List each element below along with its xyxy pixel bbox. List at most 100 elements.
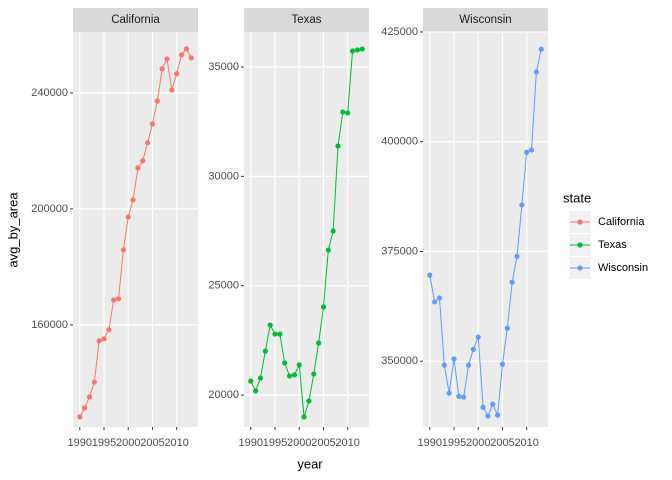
point [257,375,264,381]
point [125,214,131,220]
point [480,404,486,410]
y-tick-label: 30000 [208,170,239,182]
x-tick-label: 1990 [239,437,263,449]
point [91,379,97,385]
point [262,348,268,354]
y-tick-label: 160000 [31,319,68,331]
y-tick-label: 20000 [208,389,239,401]
point [475,334,481,340]
legend-label: California [598,216,645,228]
legend-point [577,219,583,225]
point [325,247,331,253]
series-line [429,49,542,418]
point [183,46,189,52]
x-tick-label: 2000 [116,437,140,449]
point [441,362,447,368]
point [427,272,433,278]
x-tick-label: 2010 [164,437,188,449]
point [164,56,170,62]
x-tick-label: 2000 [287,437,311,449]
x-tick-label: 2005 [311,437,335,449]
point [77,414,83,420]
y-tick-label: 350000 [381,355,418,367]
y-tick-label: 200000 [31,203,68,215]
point [145,140,151,146]
x-tick-label: 2005 [490,437,514,449]
panel-background [423,32,548,427]
strip-label: Wisconsin [459,14,511,26]
point [135,165,141,171]
series-line [79,47,192,418]
point [335,143,341,149]
point [301,414,307,420]
point [514,253,520,259]
x-axis-label: year [297,456,323,471]
point [320,304,327,310]
point [115,296,122,302]
point [470,346,476,352]
point [272,331,278,337]
point [519,202,525,208]
point [499,361,506,367]
point [174,71,180,77]
y-axis-label: avg_by_area [5,192,20,268]
point [436,295,443,301]
strip [244,8,369,32]
point [178,52,185,58]
point [345,110,351,116]
x-tick-label: 2010 [335,437,359,449]
point [311,371,317,377]
point [451,356,457,362]
point [485,413,491,419]
point [188,55,194,61]
strip [73,8,198,32]
point [282,360,288,366]
legend-title: state [563,190,591,205]
x-tick-label: 1990 [68,437,92,449]
legend-point [577,242,583,248]
panel-background [73,32,198,427]
point [169,87,175,93]
point [159,66,165,72]
point [149,121,156,127]
point [528,147,535,153]
point [96,338,102,344]
point [509,279,515,285]
point [296,362,302,368]
point [340,109,346,115]
point [86,394,93,400]
legend-label: Wisconsin [598,262,648,274]
strip [423,8,548,32]
point [82,405,88,411]
point [316,340,322,346]
point [465,362,472,368]
point [432,299,438,305]
point [111,297,117,303]
y-tick-label: 25000 [208,280,239,292]
point [359,46,365,52]
point [349,48,356,54]
y-tick-label: 240000 [31,87,68,99]
point [504,325,510,331]
y-tick-label: 35000 [208,61,239,73]
point [538,46,544,52]
x-tick-label: 2010 [514,437,538,449]
point [267,322,273,328]
point [291,372,297,378]
point [120,247,126,253]
point [101,336,107,342]
x-tick-label: 1995 [263,437,287,449]
x-tick-label: 1995 [92,437,116,449]
point [354,47,360,53]
y-tick-label: 400000 [381,136,418,148]
point [495,412,501,418]
point [533,69,539,75]
point [154,98,160,104]
point [277,331,283,337]
point [524,149,530,155]
point [130,197,136,203]
legend-point [577,265,583,271]
strip-label: California [111,14,160,26]
x-tick-label: 2000 [466,437,490,449]
